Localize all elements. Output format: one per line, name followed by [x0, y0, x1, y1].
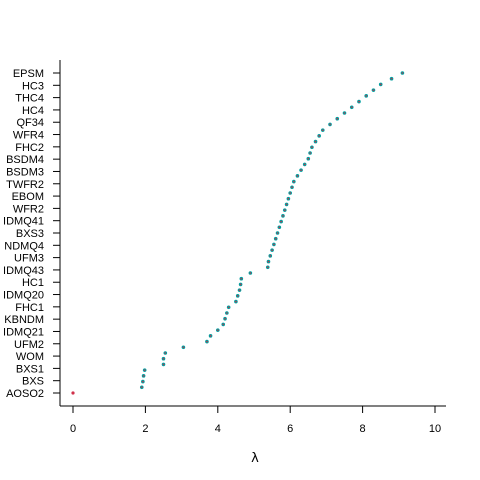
y-tick-label: IDMQ20 [3, 290, 44, 302]
data-point-center [321, 129, 324, 131]
data-point-center [206, 340, 208, 343]
data-point-center [182, 346, 185, 349]
data-point-center [336, 117, 339, 120]
data-point-center [273, 243, 275, 246]
data-point-center [296, 175, 299, 177]
y-tick-label: IDMQ41 [3, 216, 44, 228]
y-tick-label: BSDM3 [6, 166, 44, 178]
y-tick-label: NDMQ4 [4, 240, 44, 252]
data-point-center [142, 380, 144, 383]
y-tick-label: UFM2 [14, 339, 44, 351]
data-point-center [329, 123, 331, 126]
data-point-center [358, 100, 360, 103]
y-tick-label: EBOM [12, 191, 44, 203]
y-tick-label: HC4 [22, 105, 44, 117]
data-point-center [390, 77, 393, 80]
data-point-center [162, 357, 165, 360]
data-point-center [266, 266, 269, 269]
y-tick-label: FHC1 [15, 302, 44, 314]
y-tick-label: WFR2 [13, 203, 44, 215]
y-tick-label: BXS1 [16, 363, 44, 375]
y-ticks: EPSMHC3THC4HC4QF34WFR4FHC2BSDM4BSDM3TWFR… [3, 68, 60, 400]
y-tick-label: WOM [16, 351, 44, 363]
data-point-center [209, 335, 212, 337]
data-point-center [249, 272, 252, 274]
y-tick-label: WFR4 [13, 130, 44, 142]
data-point-center [293, 180, 295, 183]
y-tick-label: EPSM [13, 68, 44, 80]
data-point-center [274, 237, 277, 240]
y-tick-label: BXS [22, 376, 44, 388]
data-point-center [285, 203, 288, 206]
data-point-center [226, 312, 228, 314]
x-tick-label: 10 [429, 423, 441, 435]
x-tick-label: 6 [287, 423, 293, 435]
data-point-center [287, 197, 290, 200]
data-point-center [314, 140, 317, 143]
y-tick-label: AOSO2 [6, 388, 44, 400]
data-point-center [282, 215, 284, 217]
y-tick-label: HC3 [22, 80, 44, 92]
data-point-center [307, 157, 310, 160]
x-ticks: 0 2 4 6 8 10 [70, 406, 441, 435]
x-tick-label: 4 [215, 423, 221, 435]
y-tick-label: QF34 [16, 117, 44, 129]
data-point-center [280, 220, 282, 223]
data-point-center [143, 369, 146, 371]
data-point-center [318, 135, 320, 137]
data-point-center [238, 289, 241, 291]
x-tick-label: 8 [360, 423, 366, 435]
x-tick-label: 0 [70, 423, 76, 435]
y-tick-label: KBNDM [4, 314, 44, 326]
y-tick-label: TWFR2 [6, 179, 44, 191]
data-point-center [235, 300, 237, 303]
data-point-center [283, 209, 286, 211]
data-point-center [291, 186, 293, 189]
y-tick-label: IDMQ21 [3, 326, 44, 338]
data-point-center [303, 163, 306, 166]
data-point-center [379, 83, 382, 86]
data-point-center [289, 192, 292, 194]
data-point-center [309, 152, 311, 154]
y-tick-label: IDMQ43 [3, 265, 44, 277]
data-point-center [311, 146, 313, 149]
data-point [71, 391, 75, 395]
y-tick-label: BSDM4 [6, 154, 44, 166]
data-point-center [239, 283, 242, 286]
y-tick-label: UFM3 [14, 253, 44, 265]
data-point-center [140, 386, 143, 389]
y-tick-label: BXS3 [16, 228, 44, 240]
data-point-center [224, 317, 226, 320]
data-point-center [276, 232, 279, 234]
y-tick-label: FHC2 [15, 142, 44, 154]
data-point-center [217, 329, 219, 331]
data-point-center [278, 226, 281, 229]
data-point-center [267, 260, 270, 263]
x-tick-label: 2 [142, 423, 148, 435]
y-tick-label: HC1 [22, 277, 44, 289]
x-axis-title: λ [251, 451, 259, 466]
data-point-center [142, 375, 145, 377]
data-point-center [162, 363, 165, 366]
plot-area [59, 60, 446, 407]
data-point-center [227, 306, 230, 309]
data-point-center [222, 323, 225, 326]
data-point-center [372, 89, 375, 91]
data-point-center [240, 277, 243, 280]
data-point-center [350, 106, 353, 109]
data-point-center [271, 249, 273, 251]
data-point-center [164, 352, 167, 354]
data-point-center [343, 112, 346, 114]
y-tick-label: THC4 [15, 93, 44, 105]
data-point-center [401, 72, 404, 74]
data-point-center [300, 169, 302, 171]
data-point-center [365, 95, 368, 97]
data-point-center [269, 255, 272, 257]
data-points [71, 71, 405, 395]
data-point-center [236, 295, 239, 297]
